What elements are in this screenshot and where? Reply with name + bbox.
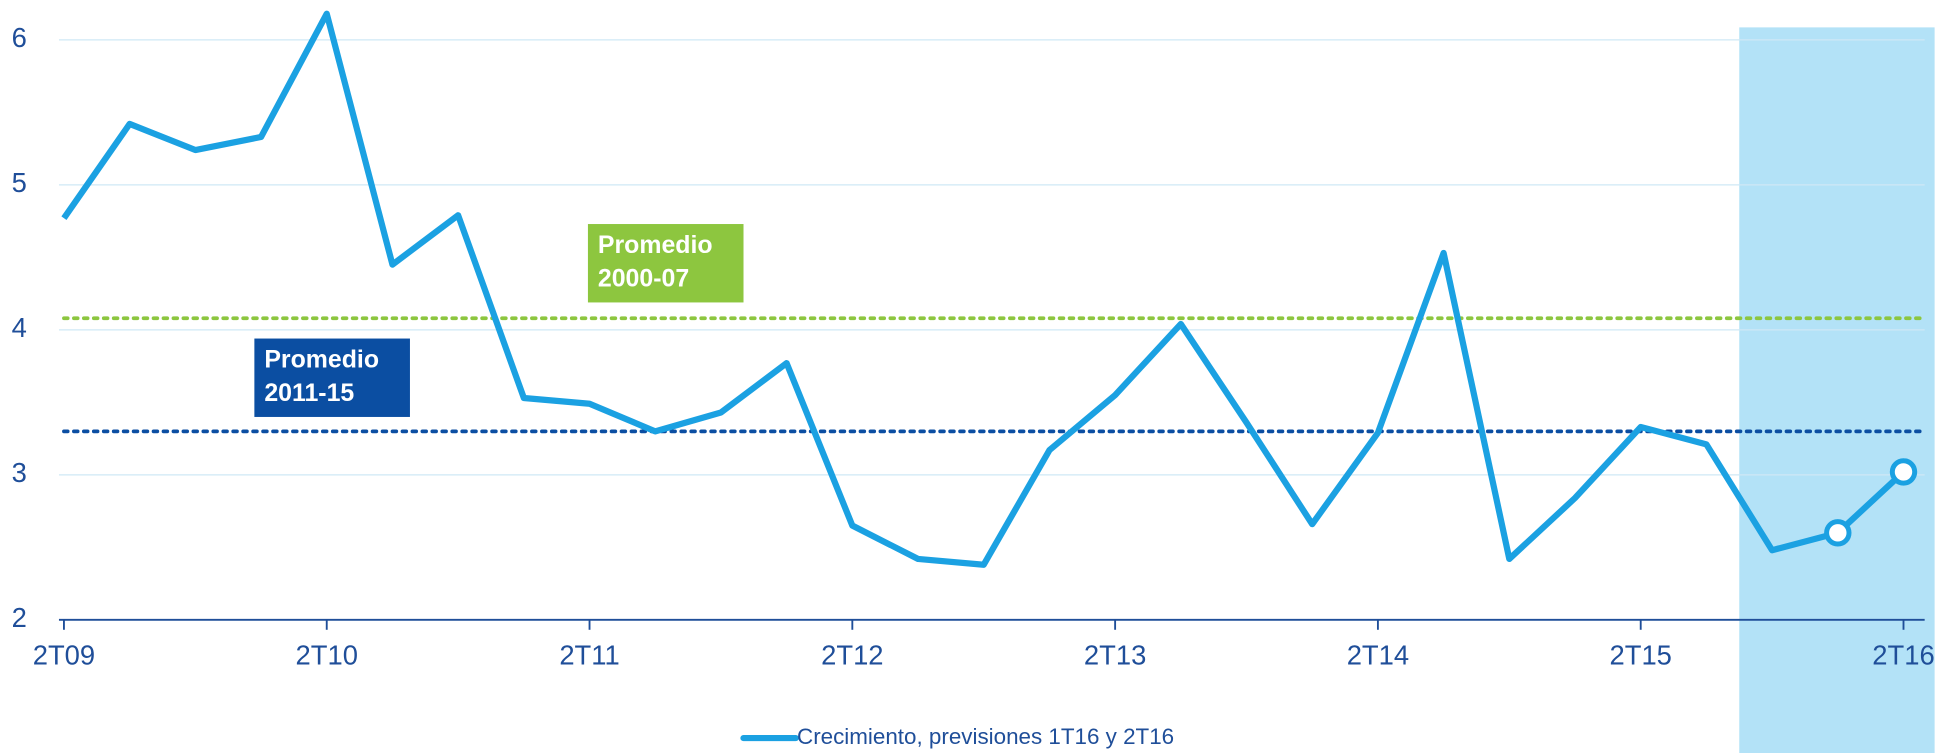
y-tick-label: 3 <box>12 457 27 488</box>
series-line <box>61 10 1906 568</box>
y-tick-label: 6 <box>12 22 27 53</box>
x-tick-label: 2T10 <box>296 639 358 670</box>
forecast-marker <box>1824 519 1852 547</box>
reference-label: Promedio <box>264 346 379 374</box>
x-tick-label: 2T15 <box>1610 639 1672 670</box>
reference-label: Promedio <box>598 231 713 259</box>
reference-label: 2000-07 <box>598 265 689 293</box>
reference-label-box <box>587 224 744 303</box>
x-tick-label: 2T12 <box>821 639 883 670</box>
y-tick-label: 2 <box>12 602 27 633</box>
x-tick-label: 2T09 <box>33 639 95 670</box>
y-tick-label: 4 <box>12 312 27 343</box>
forecast-band <box>1739 27 1935 753</box>
x-tick-label: 2T16 <box>1872 639 1934 670</box>
x-tick-label: 2T11 <box>559 639 619 670</box>
legend-label: Crecimiento, previsiones 1T16 y 2T16 <box>797 724 1174 749</box>
reference-label-box <box>254 338 410 417</box>
y-tick-label: 5 <box>12 167 27 198</box>
x-tick-label: 2T13 <box>1084 639 1146 670</box>
reference-label: 2011-15 <box>264 379 354 407</box>
x-tick-label: 2T14 <box>1347 639 1409 670</box>
forecast-marker <box>1889 458 1918 486</box>
